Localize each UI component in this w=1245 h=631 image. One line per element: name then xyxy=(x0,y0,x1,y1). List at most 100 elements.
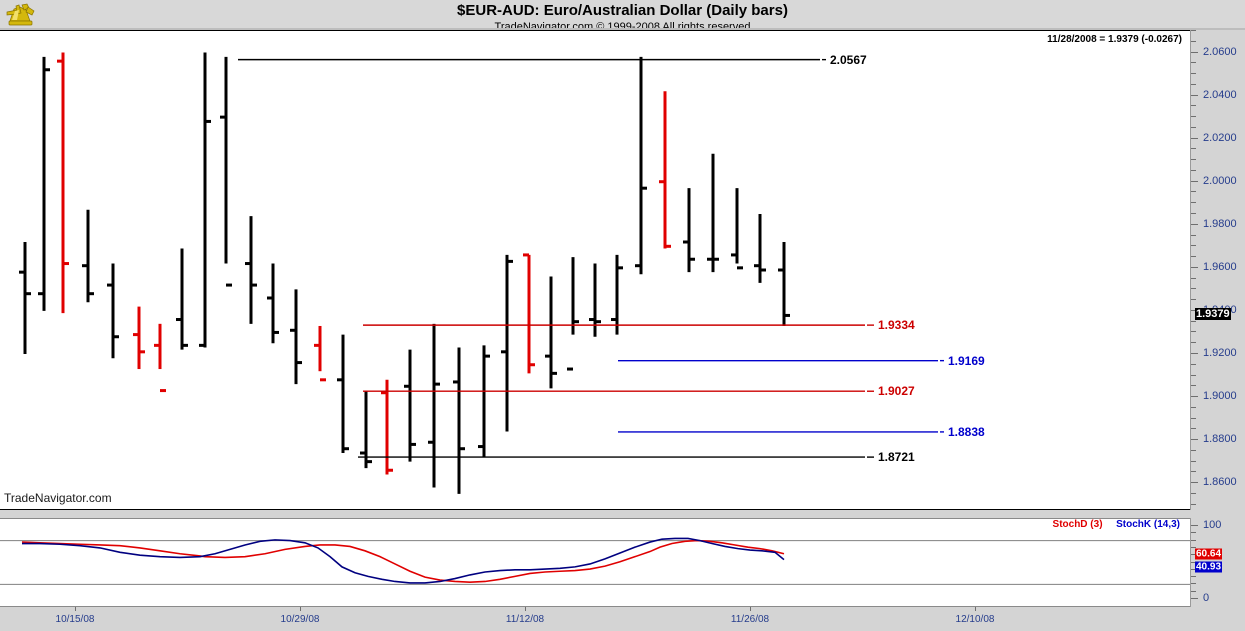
price-axis-label: 2.0200 xyxy=(1203,131,1237,144)
price-axis-minor-tick xyxy=(1191,309,1196,311)
ohlc-bar xyxy=(176,248,188,350)
price-axis-minor-tick xyxy=(1191,342,1196,344)
date-axis-label: 12/10/08 xyxy=(955,614,995,625)
stochastic-axis-minor-tick xyxy=(1191,576,1196,578)
ohlc-bar xyxy=(199,52,211,348)
date-axis[interactable]: 10/15/08 10/29/08 11/12/08 11/26/08 12/10/08 xyxy=(0,607,1245,631)
price-axis-minor-tick xyxy=(1191,62,1196,64)
price-axis-minor-tick xyxy=(1191,352,1196,354)
price-axis-minor-tick xyxy=(1191,417,1196,419)
ohlc-bar xyxy=(778,242,790,326)
price-axis-label: 2.0000 xyxy=(1203,174,1237,187)
price-axis-minor-tick xyxy=(1191,234,1196,236)
ohlc-bar xyxy=(567,257,579,371)
ohlc-bar xyxy=(731,188,743,270)
date-axis-label: 10/29/08 xyxy=(280,614,320,625)
price-axis-label: 2.0600 xyxy=(1203,45,1237,58)
date-axis-label: 11/26/08 xyxy=(730,614,770,625)
price-axis-minor-tick xyxy=(1191,266,1196,268)
price-axis-minor-tick xyxy=(1191,277,1196,279)
price-axis-minor-tick xyxy=(1191,460,1196,462)
stochastic-axis-minor-tick xyxy=(1191,568,1196,570)
ohlc-bar xyxy=(360,390,372,469)
price-axis-minor-tick xyxy=(1191,116,1196,118)
stochastic-axis[interactable]: 100 0 60.64 40.93 xyxy=(1190,518,1245,607)
ohlc-bar xyxy=(404,349,416,462)
watermark-label: TradeNavigator.com xyxy=(4,491,112,505)
ohlc-bar xyxy=(19,242,31,354)
stochastic-lines-svg xyxy=(0,537,1190,585)
stochastic-axis-minor-tick xyxy=(1191,583,1196,585)
ohlc-bar xyxy=(754,214,766,283)
ohlc-bar xyxy=(611,254,623,335)
price-axis-label: 1.8800 xyxy=(1203,433,1237,446)
price-axis-minor-tick xyxy=(1191,396,1196,398)
price-axis-minor-tick xyxy=(1191,256,1196,258)
pane-divider[interactable] xyxy=(0,510,1245,518)
ohlc-bar xyxy=(683,188,695,273)
chart-header: $EUR-AUD: Euro/Australian Dollar (Daily … xyxy=(0,0,1245,33)
ohlc-bar xyxy=(478,345,490,458)
price-axis-minor-tick xyxy=(1191,331,1196,333)
price-axis-minor-tick xyxy=(1191,428,1196,430)
price-axis-minor-tick xyxy=(1191,83,1196,85)
ohlc-bar xyxy=(107,263,119,359)
resistance-1-9334-label: 1.9334 xyxy=(878,318,915,333)
stochastic-plot-area xyxy=(0,519,1190,606)
stochastic-axis-label: 100 xyxy=(1203,519,1222,531)
support-1-8721-label: 1.8721 xyxy=(878,450,915,465)
ohlc-bar xyxy=(220,56,232,287)
price-axis-minor-tick xyxy=(1191,449,1196,451)
stochastic-axis-minor-tick xyxy=(1191,532,1196,534)
stochk-value-badge: 40.93 xyxy=(1195,561,1223,573)
price-axis-minor-tick xyxy=(1191,30,1196,31)
stochastic-axis-minor-tick xyxy=(1191,546,1196,548)
price-axis-minor-tick xyxy=(1191,385,1196,387)
price-axis-minor-tick xyxy=(1191,191,1196,193)
ohlc-bar xyxy=(659,91,671,249)
price-axis-minor-tick xyxy=(1191,159,1196,161)
price-level-lines-svg xyxy=(238,58,944,458)
price-axis-minor-tick xyxy=(1191,299,1196,301)
price-axis-minor-tick xyxy=(1191,169,1196,171)
ohlc-bar xyxy=(545,276,557,389)
price-axis-minor-tick xyxy=(1191,126,1196,128)
ohlc-bar xyxy=(154,323,166,393)
ohlc-bar xyxy=(635,56,647,275)
ohlc-bar xyxy=(523,253,535,374)
stochastic-pane[interactable]: StochD (3) StochK (14,3) xyxy=(0,518,1190,607)
date-axis-tick xyxy=(525,607,526,611)
date-axis-tick xyxy=(975,607,976,611)
date-axis-tick xyxy=(750,607,751,611)
price-axis[interactable]: 2.06002.04002.02002.00001.98001.96001.94… xyxy=(1190,30,1245,510)
price-axis-minor-tick xyxy=(1191,471,1196,473)
ohlc-bar xyxy=(290,289,302,385)
support-1-9169-label: 1.9169 xyxy=(948,353,985,368)
price-chart-pane[interactable]: 11/28/2008 = 1.9379 (-0.0267) TradeNavig… xyxy=(0,30,1190,510)
page-title: $EUR-AUD: Euro/Australian Dollar (Daily … xyxy=(457,2,788,19)
date-axis-label: 10/15/08 xyxy=(55,614,95,625)
date-axis-tick xyxy=(75,607,76,611)
price-axis-minor-tick xyxy=(1191,245,1196,247)
price-axis-minor-tick xyxy=(1191,73,1196,75)
price-axis-minor-tick xyxy=(1191,51,1196,53)
ohlc-bar xyxy=(314,325,326,382)
stochastic-axis-minor-tick xyxy=(1191,554,1196,556)
price-axis-minor-tick xyxy=(1191,105,1196,107)
ohlc-bar xyxy=(245,216,257,324)
date-axis-label: 11/12/08 xyxy=(505,614,545,625)
price-axis-label: 1.8600 xyxy=(1203,476,1237,489)
stochastic-series-line xyxy=(22,537,785,584)
ohlc-bar xyxy=(267,263,279,344)
price-axis-minor-tick xyxy=(1191,40,1196,42)
price-axis-minor-tick xyxy=(1191,374,1196,376)
price-axis-minor-tick xyxy=(1191,180,1196,182)
stochastic-legend: StochD (3) StochK (14,3) xyxy=(1053,519,1180,530)
ohlc-bars-svg xyxy=(19,52,790,494)
legend-stochk: StochK (14,3) xyxy=(1116,519,1180,530)
price-axis-minor-tick xyxy=(1191,482,1196,484)
axis-corner xyxy=(1190,607,1245,631)
price-axis-minor-tick xyxy=(1191,503,1196,505)
stochastic-axis-tick xyxy=(1191,598,1198,599)
